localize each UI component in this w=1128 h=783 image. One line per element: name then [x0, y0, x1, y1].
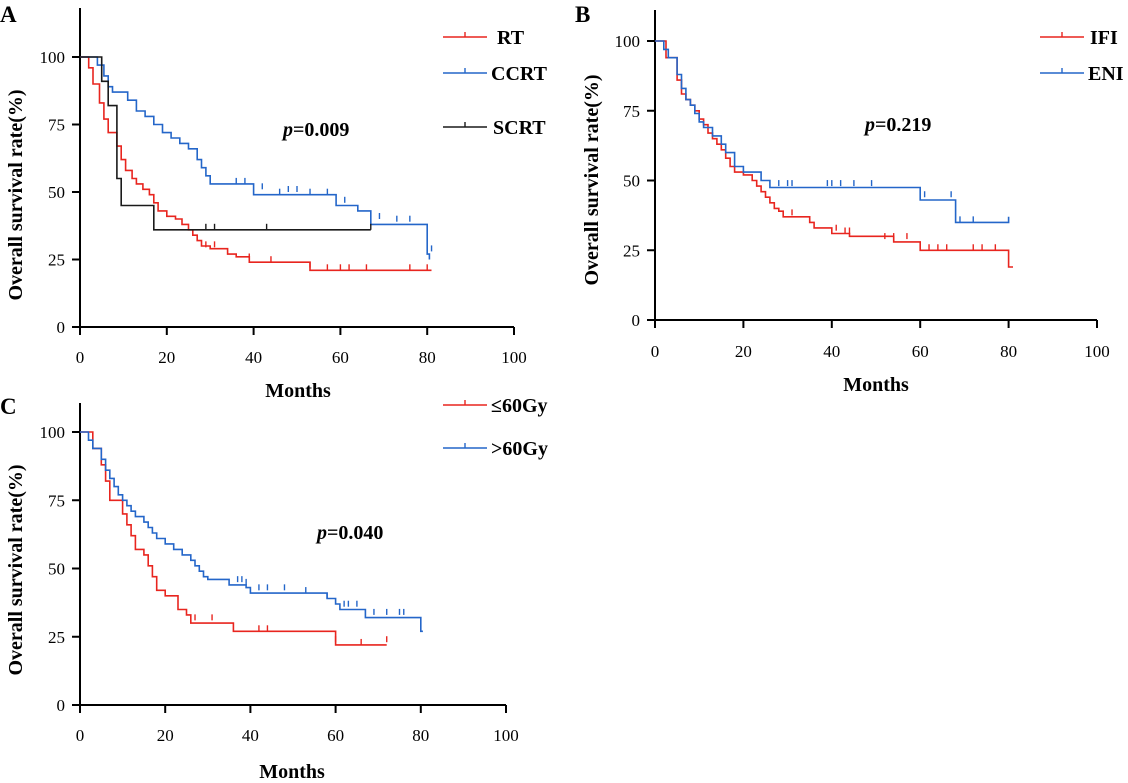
legend-label-ccrt: CCRT [491, 63, 548, 85]
y-tick-label-c: 100 [40, 423, 66, 442]
legend-label-ifi: IFI [1090, 27, 1118, 49]
x-tick-label-c: 0 [76, 726, 85, 745]
x-tick-label-c: 20 [157, 726, 174, 745]
x-tick-label-b: 80 [1000, 342, 1017, 361]
survival-curve-eni [655, 40, 1010, 224]
x-tick-label-c: 80 [412, 726, 429, 745]
p-value-b: p=0.219 [863, 114, 931, 136]
x-tick-label-a: 100 [501, 348, 527, 367]
x-tick-label-b: 0 [651, 342, 660, 361]
x-tick-label-b: 20 [735, 342, 752, 361]
panel-label-c: C [0, 394, 17, 419]
y-axis-title-b: Overall survival rate(%) [581, 74, 603, 285]
legend-label-scrt: SCRT [493, 117, 546, 139]
x-tick-label-a: 20 [158, 348, 175, 367]
y-tick-label-b: 75 [623, 102, 640, 121]
survival-curve-ccrt [80, 56, 431, 260]
legend-label-eni: ENI [1088, 63, 1124, 85]
survival-curve-ifi [655, 40, 1013, 268]
x-tick-label-c: 100 [493, 726, 519, 745]
x-tick-label-c: 60 [327, 726, 344, 745]
y-axis-title-c: Overall survival rate(%) [5, 464, 27, 675]
y-tick-label-b: 0 [632, 311, 641, 330]
survival-curve-60gy [80, 431, 423, 633]
y-tick-label-c: 50 [48, 560, 65, 579]
y-tick-label-a: 50 [48, 183, 65, 202]
x-axis-title-c: Months [259, 761, 325, 783]
y-tick-label-a: 100 [40, 48, 66, 67]
y-tick-label-a: 0 [57, 318, 66, 337]
panel-label-a: A [0, 2, 17, 27]
y-tick-label-a: 25 [48, 251, 65, 270]
panel-label-b: B [575, 2, 590, 27]
survival-curve-scrt [80, 56, 371, 231]
x-tick-label-a: 40 [245, 348, 262, 367]
x-tick-label-c: 40 [242, 726, 259, 745]
legend-label-le60: ≤60Gy [491, 395, 548, 417]
legend-label-rt: RT [497, 27, 525, 49]
y-tick-label-b: 50 [623, 172, 640, 191]
y-tick-label-c: 25 [48, 628, 65, 647]
y-tick-label-b: 100 [615, 32, 641, 51]
y-tick-label-c: 0 [57, 696, 66, 715]
x-tick-label-b: 100 [1084, 342, 1110, 361]
y-tick-label-c: 75 [48, 491, 65, 510]
legend-label-gt60: >60Gy [491, 438, 548, 460]
y-tick-label-a: 75 [48, 116, 65, 135]
x-tick-label-a: 80 [419, 348, 436, 367]
y-tick-label-b: 25 [623, 241, 640, 260]
x-axis-title-b: Months [843, 374, 909, 396]
x-tick-label-b: 40 [823, 342, 840, 361]
y-axis-title-a: Overall survival rate(%) [5, 89, 27, 300]
x-tick-label-b: 60 [912, 342, 929, 361]
panel-b: B Overall survival rate(%) Months p=0.21… [575, 2, 1124, 396]
x-axis-title-a: Months [265, 380, 331, 402]
panel-a: A Overall survival rate(%) Months p=0.00… [0, 2, 548, 402]
x-tick-label-a: 60 [332, 348, 349, 367]
panel-c: C Overall survival rate(%) Months p=0.04… [0, 394, 548, 783]
p-value-a: p=0.009 [281, 119, 349, 141]
p-value-c: p=0.040 [315, 522, 383, 544]
survival-curve-rt [80, 56, 432, 272]
x-tick-label-a: 0 [76, 348, 85, 367]
survival-curve-60gy [80, 431, 387, 646]
